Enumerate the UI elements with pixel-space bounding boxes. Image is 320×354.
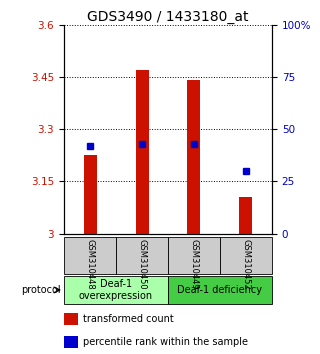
Text: GSM310450: GSM310450	[138, 239, 147, 290]
Bar	[239, 197, 252, 234]
Text: protocol: protocol	[21, 285, 61, 295]
Text: Deaf-1 deficiency: Deaf-1 deficiency	[178, 285, 262, 295]
Title: GDS3490 / 1433180_at: GDS3490 / 1433180_at	[87, 10, 249, 24]
Text: transformed count: transformed count	[83, 314, 173, 324]
Bar	[116, 237, 168, 274]
Bar	[135, 70, 148, 234]
Bar	[188, 80, 201, 234]
Text: GSM310448: GSM310448	[85, 239, 94, 290]
Bar	[64, 336, 77, 348]
Text: percentile rank within the sample: percentile rank within the sample	[83, 337, 248, 347]
Bar	[220, 237, 272, 274]
Bar	[64, 237, 116, 274]
Bar	[168, 275, 272, 304]
Bar	[84, 155, 97, 234]
Bar	[168, 237, 220, 274]
Bar	[64, 313, 77, 325]
Text: GSM310449: GSM310449	[189, 239, 198, 290]
Text: Deaf-1
overexpression: Deaf-1 overexpression	[79, 279, 153, 301]
Text: GSM310452: GSM310452	[242, 239, 251, 290]
Bar	[64, 275, 168, 304]
